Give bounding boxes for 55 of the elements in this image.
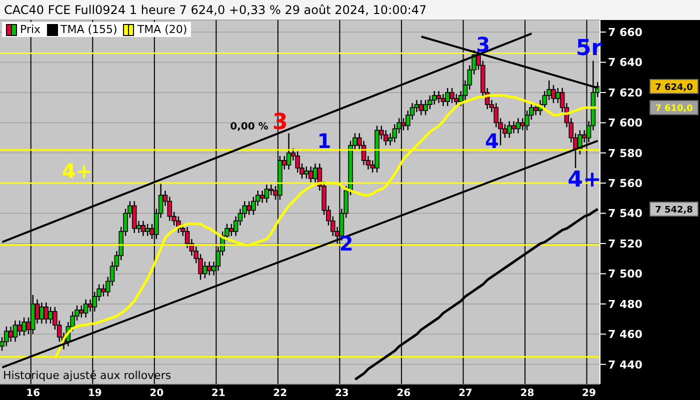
y-tick-label: 7 620 [608,86,643,100]
x-tick-label: 21 [211,388,226,400]
annotation: 0,00 % [230,121,268,132]
y-tick-label: 7 660 [608,26,643,39]
text: 7 624,0 [655,82,693,93]
candlestick [268,184,274,196]
x-tick-label: 23 [334,388,349,400]
chart-title: CAC40 FCE Full0924 1 heure 7 624,0 +0,33 % 29 août 2024, 10:00:47 [0,0,700,20]
candlestick [383,130,388,146]
x-tick-label: 22 [273,388,288,400]
y-tick-label: 7 600 [608,116,643,130]
text: 7 542,8 [655,206,693,216]
candlestick [436,90,442,104]
annotation: 3 [476,32,490,56]
y-tick-label: 7 520 [608,237,643,250]
annotation: 4+ [62,159,93,184]
y-tick-label: 7 460 [608,328,643,342]
legend-label: TMA (155) [60,23,118,36]
x-tick-label: 27 [458,388,472,400]
x-tick-label: 28 [520,388,534,400]
x-tick-label: 29 [582,388,596,400]
y-tick-label: 7 580 [608,146,643,160]
candlestick [440,93,446,107]
candlestick [17,320,22,336]
candlestick [8,326,14,342]
y-tick-label: 7 560 [608,177,643,190]
y-tick-label: 7 440 [608,358,643,372]
candlestick [555,87,560,104]
text: 7 610,0 [655,104,693,114]
candlestick [44,302,49,324]
y-tick-label: 7 640 [608,56,643,70]
candlestick [533,102,538,116]
x-tick-label: 26 [396,388,411,400]
x-tick-label: 20 [150,388,164,400]
candlestick [432,90,437,106]
candlestick [418,99,424,116]
candlestick [145,223,150,237]
candlestick [140,220,146,237]
candlestick [12,320,18,342]
y-tick-label: 7 540 [608,207,643,220]
candlestick [506,120,512,138]
candlestick [132,200,137,234]
legend-label: TMA (20) [136,23,188,36]
x-tick-label: 16 [26,388,40,400]
y-tick-label: 7 480 [608,298,643,311]
legend-label: Prix [19,23,41,36]
annotation: 1 [317,129,332,154]
candlestick [308,166,314,184]
x-tick-label: 19 [88,388,102,400]
y-tick-label: 7 500 [608,268,643,281]
candlestick [286,132,292,170]
candlestick [83,298,88,318]
candlestick [206,261,212,276]
candlestick [4,326,9,347]
annotation: 4 [484,129,499,154]
